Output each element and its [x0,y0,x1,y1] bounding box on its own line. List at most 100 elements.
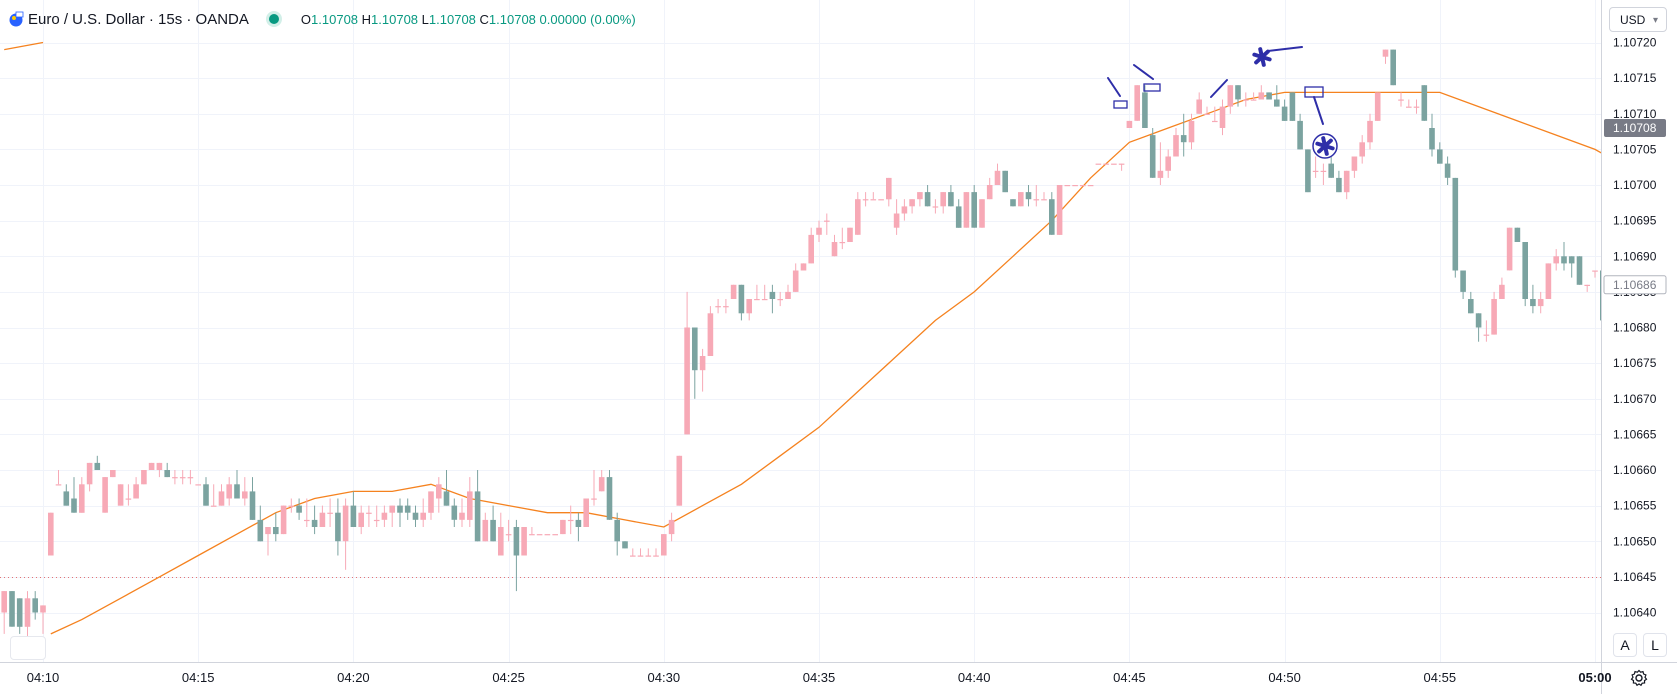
candle [1514,227,1521,242]
candle [676,455,683,506]
candle [218,484,225,506]
candle-body [1336,177,1342,193]
candle-body [1219,106,1226,128]
candle-body [1623,342,1629,343]
candle-body [133,484,139,499]
candle-body [839,242,846,244]
candle [412,505,419,527]
candle-body [1530,299,1536,307]
candle [195,484,201,486]
candle-body [373,519,380,522]
candle [1429,113,1435,157]
chart-corner-control[interactable] [10,636,46,660]
time-tick-label: 04:55 [1424,670,1457,685]
candle [1662,392,1668,421]
candle [32,591,38,620]
time-tick-label: 04:35 [803,670,836,685]
candlestick-series [1,49,1668,641]
candle [1243,92,1249,107]
change-value: 0.00000 (0.00%) [539,11,636,27]
candle-body [645,555,652,557]
candle-body [955,206,962,228]
symbol-title[interactable]: Euro / U.S. Dollar · 15s · OANDA [28,10,249,28]
candle-body [404,505,411,513]
candle [1149,128,1156,178]
candle [1506,227,1513,271]
candle-body [1142,92,1148,128]
candle [1126,120,1133,128]
candle [1095,163,1102,165]
candle-body [598,477,605,492]
candle-body [141,470,147,485]
candle-body [909,199,915,207]
price-tick-label: 1.10655 [1613,499,1657,513]
candle-body [1483,334,1490,336]
candle-body [1312,170,1319,172]
candle-body [637,555,644,557]
gear-icon[interactable] [1628,667,1650,689]
candle [1025,185,1032,207]
high-key: H [361,11,372,27]
candle-body [1157,170,1164,178]
candle-body [746,299,752,314]
time-tick-label: 05:00 [1578,670,1611,685]
candle [940,192,946,214]
candle-body [831,242,838,257]
candle [210,484,217,507]
candle [459,498,465,527]
candle-body [1243,99,1249,101]
low-key: L [421,11,429,27]
candle [816,220,822,242]
candle-body [327,512,333,514]
candle [1049,192,1055,235]
candle-body [412,512,419,520]
candle-body [1266,92,1272,100]
candle-body [994,170,1001,185]
candle-body [1126,120,1133,128]
candle [994,163,1001,185]
candle [474,470,481,542]
candle [1235,85,1241,107]
price-tag-label: 1.10708 [1613,121,1657,135]
auto-scale-button[interactable]: A [1613,633,1637,657]
candle [1343,170,1350,200]
candle-body [1165,156,1171,171]
candle [1219,99,1226,136]
last-price-tag: 1.10708 [1604,119,1666,137]
globe-flag-icon[interactable] [8,11,24,27]
price-tick-label: 1.10720 [1613,36,1657,50]
candle [560,519,566,535]
candle-body [467,491,473,520]
candle-body [48,512,54,556]
candle [148,462,155,470]
candle-body [40,605,46,613]
candle-body [1359,142,1365,157]
candle-body [63,491,70,506]
annotation-stroke [1133,64,1154,80]
candle-body [335,512,341,542]
time-tick-label: 04:50 [1268,670,1301,685]
candle-body [986,185,993,200]
candle-body [560,519,566,535]
candle [1281,99,1288,121]
candle-body [1561,256,1567,264]
candle-body [878,199,884,201]
candle [971,185,977,228]
currency-button[interactable]: USD ▾ [1609,7,1667,32]
candle-body [963,192,970,228]
candle-body [273,527,279,535]
candle [141,470,147,485]
log-scale-button[interactable]: L [1643,633,1667,657]
candle [1002,170,1008,193]
candle-body [234,484,240,499]
candle [1103,163,1109,165]
candle-body [1103,163,1109,165]
candle-body [1056,185,1063,235]
price-tag-label: 1.10686 [1613,278,1657,292]
candle [715,299,721,314]
candle [381,505,388,527]
candle [1600,270,1601,321]
candle-body [1616,335,1622,342]
candle [1576,256,1583,285]
